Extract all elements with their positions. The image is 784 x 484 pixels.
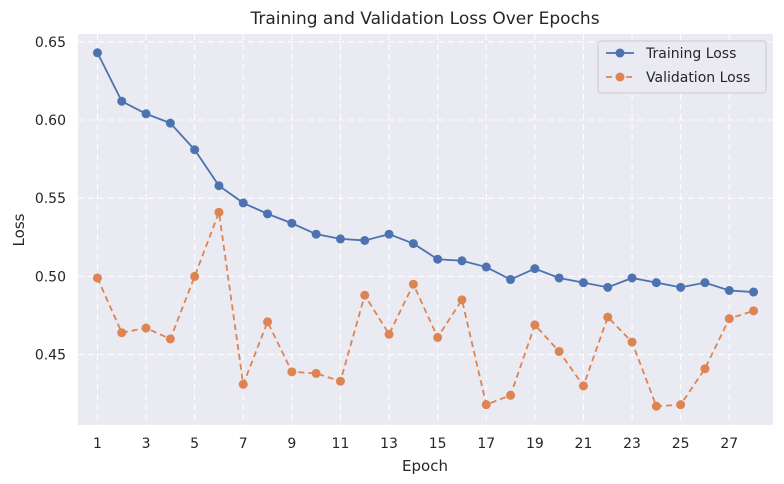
data-point	[627, 337, 637, 347]
legend-marker	[615, 48, 625, 58]
legend-label: Validation Loss	[646, 70, 750, 86]
y-axis-label: Loss	[10, 213, 28, 246]
data-point	[651, 278, 661, 288]
data-point	[214, 207, 224, 217]
data-point	[287, 367, 297, 377]
data-point	[724, 285, 734, 295]
data-point	[165, 118, 175, 128]
data-point	[676, 400, 686, 410]
x-axis-label: Epoch	[402, 457, 448, 475]
data-point	[141, 109, 151, 119]
data-point	[530, 320, 540, 330]
data-point	[651, 401, 661, 411]
series-line	[96, 211, 754, 408]
data-point	[676, 282, 686, 292]
x-tick-label: 5	[190, 436, 199, 452]
y-tick-label: 0.55	[35, 191, 66, 207]
series-validation-loss	[92, 207, 759, 411]
x-tick-label: 17	[477, 436, 495, 452]
x-tick-label: 21	[575, 436, 593, 452]
data-point	[506, 275, 516, 285]
data-point	[141, 323, 151, 333]
data-point	[360, 290, 370, 300]
series-training-loss	[92, 48, 759, 297]
series-layer	[92, 48, 759, 411]
y-tick-label: 0.50	[35, 269, 66, 285]
x-tick-label: 25	[672, 436, 690, 452]
data-point	[749, 287, 759, 297]
data-point	[287, 218, 297, 228]
data-point	[263, 317, 273, 327]
data-point	[506, 390, 516, 400]
data-point	[408, 239, 418, 249]
data-point	[603, 312, 613, 322]
data-point	[554, 273, 564, 283]
data-point	[578, 278, 588, 288]
data-point	[700, 278, 710, 288]
data-point	[335, 376, 345, 386]
x-tick-label: 7	[239, 436, 248, 452]
data-point	[335, 234, 345, 244]
y-tick-label: 0.45	[35, 348, 66, 364]
data-point	[263, 209, 273, 219]
data-point	[360, 235, 370, 245]
data-point	[554, 346, 564, 356]
plot-area	[78, 34, 773, 425]
data-point	[384, 229, 394, 239]
data-point	[214, 181, 224, 191]
data-point	[749, 306, 759, 316]
data-point	[433, 332, 443, 342]
legend: Training Loss Validation Loss	[597, 40, 767, 94]
y-tick-label: 0.60	[35, 113, 66, 129]
data-point	[700, 364, 710, 374]
data-point	[117, 328, 127, 338]
data-point	[165, 334, 175, 344]
data-point	[238, 379, 248, 389]
x-tick-label: 23	[623, 436, 641, 452]
x-tick-label: 15	[429, 436, 447, 452]
data-point	[481, 400, 491, 410]
data-point	[190, 271, 200, 281]
y-ticks: 0.45 0.50 0.55 0.60 0.65	[35, 35, 66, 364]
x-tick-label: 19	[526, 436, 544, 452]
x-tick-label: 1	[93, 436, 102, 452]
data-point	[627, 273, 637, 283]
data-point	[190, 145, 200, 155]
data-point	[311, 229, 321, 239]
legend-marker	[615, 72, 625, 82]
x-tick-label: 11	[332, 436, 350, 452]
data-point	[92, 48, 102, 58]
data-point	[238, 198, 248, 208]
data-point	[457, 295, 467, 305]
data-point	[481, 262, 491, 272]
data-point	[92, 273, 102, 283]
chart-title: Training and Validation Loss Over Epochs	[249, 9, 599, 29]
x-tick-label: 9	[287, 436, 296, 452]
x-tick-label: 13	[380, 436, 398, 452]
data-point	[117, 96, 127, 106]
legend-box	[597, 40, 767, 94]
data-point	[408, 279, 418, 289]
x-tick-label: 3	[142, 436, 151, 452]
data-point	[457, 256, 467, 266]
data-point	[384, 329, 394, 339]
data-point	[530, 264, 540, 274]
data-point	[724, 314, 734, 324]
data-point	[311, 368, 321, 378]
x-tick-label: 27	[720, 436, 738, 452]
x-ticks: 1 3 5 7 9 11 13 15 17 19 21 23 25 27	[93, 436, 738, 452]
data-point	[603, 282, 613, 292]
data-point	[578, 381, 588, 391]
legend-label: Training Loss	[645, 46, 736, 62]
y-tick-label: 0.65	[35, 35, 66, 51]
data-point	[433, 254, 443, 264]
series-line	[96, 52, 754, 293]
